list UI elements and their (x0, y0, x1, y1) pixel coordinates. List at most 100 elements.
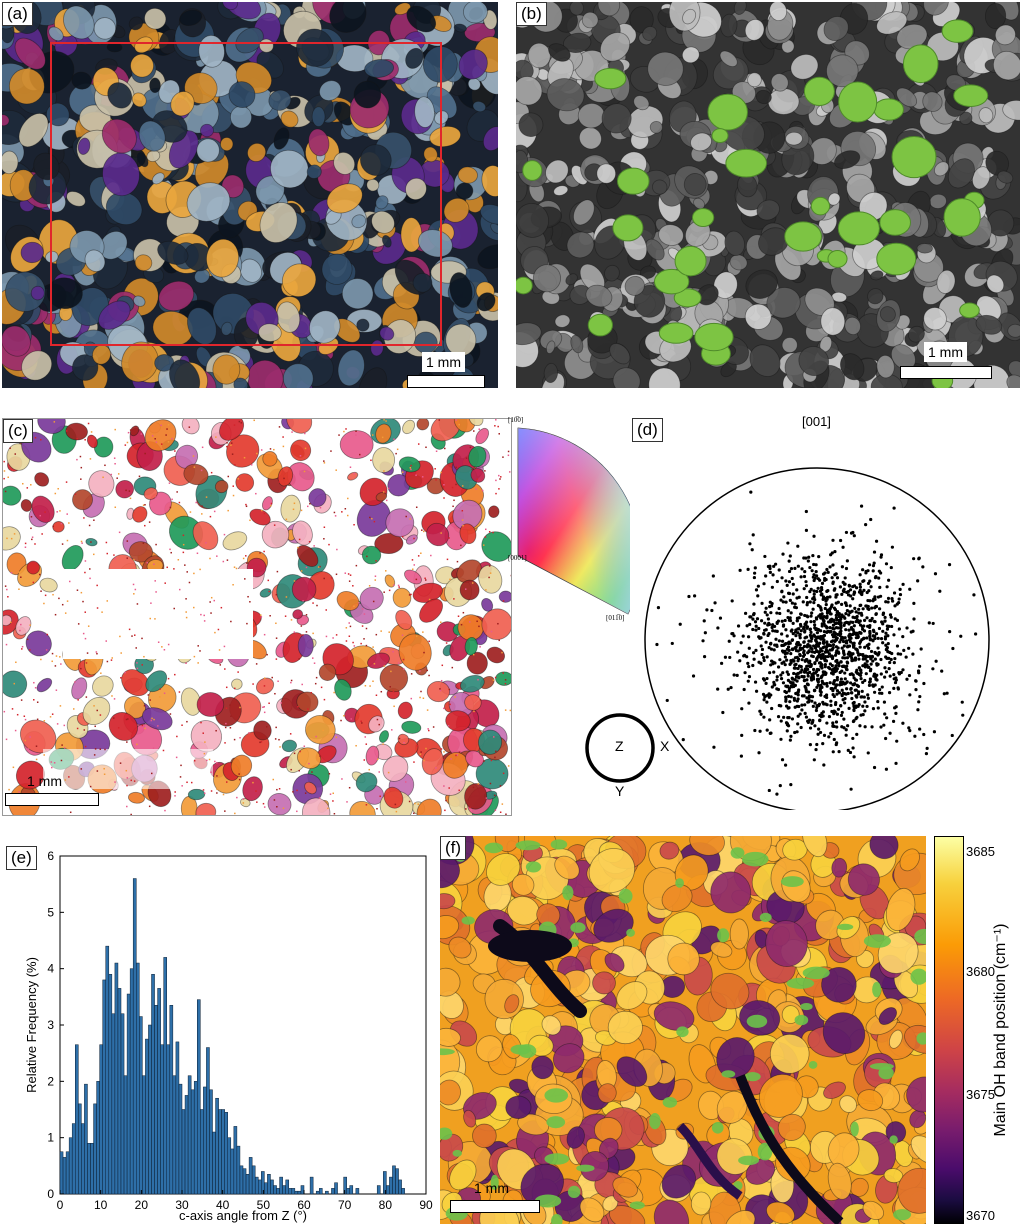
panel-c-scale-label: 1 mm (27, 773, 62, 789)
histogram-bar (126, 993, 131, 1195)
panel-b-scale-label: 1 mm (924, 342, 967, 362)
histogram-bar (251, 1165, 256, 1195)
reference-x-label: X (660, 738, 670, 754)
x-tick-label: 60 (297, 1198, 311, 1212)
histogram-svg: 0 10 20 30 40 50 60 70 80 90 0 1 2 3 4 5 6 c-axis angle… (24, 849, 433, 1223)
histogram-bar (331, 1188, 335, 1195)
panel-f-scale-label: 1 mm (474, 1180, 509, 1196)
histogram-bar (154, 1005, 158, 1195)
histogram-bar (254, 1176, 259, 1195)
pole-figure-title: [001] (802, 414, 831, 429)
histogram-bar (294, 1190, 299, 1195)
panel-d-label: (d) (632, 418, 663, 442)
panel-a-label: (a) (2, 2, 33, 26)
histogram-bar (392, 1165, 396, 1195)
panel-c-label: (c) (3, 419, 33, 443)
panel-f-oh-map: (f) 1 mm (440, 836, 926, 1224)
histogram-bar (270, 1179, 274, 1195)
oh-colorbar (934, 836, 964, 1224)
panel-a-scale-label: 1 mm (422, 352, 465, 372)
x-tick-label: 80 (379, 1198, 393, 1212)
histogram-bar (285, 1179, 290, 1195)
histogram-bar (96, 1081, 100, 1195)
panel-e-histogram: 0 10 20 30 40 50 60 70 80 90 0 1 2 3 4 5 6 c-axis angle… (0, 838, 436, 1228)
histogram-bar (264, 1182, 268, 1195)
panel-b-label: (b) (516, 2, 547, 26)
histogram-bar (160, 1044, 164, 1195)
histogram-bar (227, 1137, 232, 1195)
histogram-bar (389, 1176, 393, 1195)
histogram-bar (401, 1188, 405, 1195)
histogram-bar (151, 974, 155, 1195)
histogram-bar (129, 968, 134, 1195)
reference-y-label: Y (615, 783, 625, 799)
histogram-bar (218, 1109, 222, 1195)
micrograph-a-image (2, 2, 498, 388)
histogram-bar (349, 1185, 354, 1195)
histogram-bar (383, 1171, 387, 1195)
histogram-bar (93, 1103, 97, 1195)
histogram-bar (221, 1109, 225, 1195)
histogram-bar (111, 1013, 116, 1195)
y-tick-label: 5 (47, 905, 54, 919)
panel-c-ebsd-map: (c) 1 mm (2, 418, 512, 816)
histogram-bar (300, 1185, 305, 1195)
histogram-bar (236, 1145, 241, 1195)
pole-dots (655, 490, 978, 796)
histogram-bar (62, 1157, 67, 1195)
x-tick-label: 70 (338, 1198, 352, 1212)
reference-frame-circle (585, 713, 655, 783)
y-tick-label: 4 (47, 962, 54, 976)
histogram-bar (197, 999, 201, 1195)
histogram-bar (215, 1097, 219, 1195)
histogram-bar (190, 1089, 195, 1195)
histogram-bar (102, 979, 106, 1195)
histogram-bar (386, 1185, 390, 1195)
histogram-bar (267, 1174, 271, 1195)
x-tick-label: 50 (257, 1198, 271, 1212)
histogram-bar (117, 988, 122, 1195)
histogram-bar (108, 974, 113, 1195)
x-tick-label: 40 (216, 1198, 230, 1212)
x-tick-label: 90 (419, 1198, 433, 1212)
histogram-y-axis-label: Relative Frequency (%) (24, 957, 39, 1093)
panel-a-scale-bar (407, 375, 485, 388)
histogram-bar (84, 1083, 88, 1195)
histogram-bar (276, 1188, 280, 1195)
histogram-bar (169, 1005, 174, 1195)
histogram-bar (123, 1075, 128, 1195)
histogram-bar (65, 1151, 70, 1195)
histogram-bar (279, 1176, 283, 1195)
histogram-bar (184, 1095, 189, 1195)
histogram-bar (163, 957, 167, 1195)
histogram-bar (132, 878, 137, 1195)
histogram-bar (343, 1176, 347, 1195)
panel-b-micrograph: (b) 1 mm (516, 2, 1020, 388)
x-tick-label: 10 (94, 1198, 108, 1212)
histogram-x-axis-label: c-axis angle from Z (°) (179, 1208, 307, 1223)
histogram-bar (99, 1044, 103, 1195)
histogram-bar (87, 1143, 91, 1195)
histogram-bar (309, 1176, 314, 1195)
ipf-key-right-label: [011̅0] (606, 614, 625, 622)
histogram-bar (239, 1165, 244, 1195)
histogram-bar (175, 1041, 180, 1195)
histogram-bar (181, 1109, 186, 1195)
histogram-bar (248, 1157, 253, 1195)
histogram-bar (145, 1038, 149, 1195)
histogram-bar (71, 1123, 76, 1195)
panel-e-label: (e) (6, 846, 37, 870)
histogram-bar (203, 1086, 207, 1195)
histogram-bar (139, 1016, 143, 1195)
histogram-bar (200, 1109, 204, 1195)
ipf-key-top-label: [10̅0] (508, 416, 524, 424)
histogram-bars (59, 878, 405, 1195)
panel-d-pole-figure: (d) [001] Z X Y (572, 410, 1020, 810)
histogram-bar (75, 1044, 79, 1195)
histogram-bar (261, 1171, 265, 1195)
histogram-bar (166, 1044, 171, 1195)
histogram-y-ticks: 0 1 2 3 4 5 6 (47, 849, 64, 1201)
histogram-bar (193, 1081, 198, 1195)
histogram-bar (346, 1188, 351, 1195)
histogram-bar (334, 1182, 338, 1195)
